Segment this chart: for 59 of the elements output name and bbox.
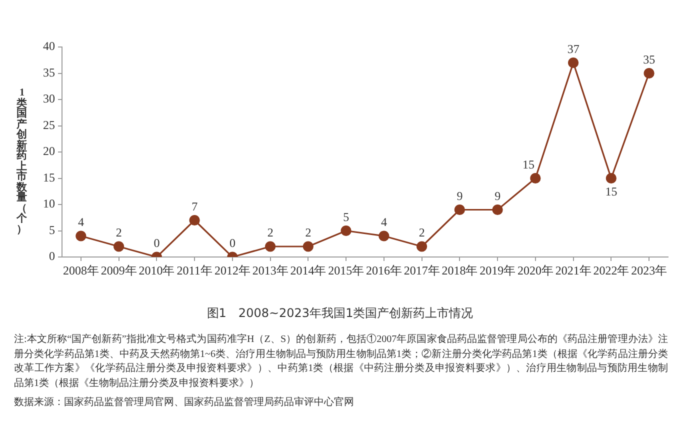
point — [416, 241, 428, 252]
point — [302, 241, 314, 252]
point — [76, 230, 86, 242]
text: 图1 2008~2023年我国1类国产创新药上市情况 — [206, 305, 474, 321]
y-tick-label: 30 — [43, 92, 55, 106]
y-tick-label: 5 — [49, 222, 55, 237]
point — [340, 225, 352, 236]
data-label: 37 — [567, 42, 580, 56]
point — [265, 241, 276, 252]
data-label: 0 — [154, 236, 160, 250]
point — [114, 241, 124, 252]
data-label: 2 — [305, 226, 312, 240]
point — [378, 230, 390, 242]
point — [568, 57, 579, 68]
data-label: 15 — [522, 157, 534, 172]
data-label: 35 — [643, 52, 656, 66]
x-tick-label: 2019年 — [480, 263, 516, 278]
x-tick-label: 2008年 — [62, 263, 99, 278]
data-label: 2 — [418, 226, 425, 240]
x-tick-label: 2023年 — [631, 263, 668, 278]
y-tick-label: 15 — [43, 170, 55, 184]
y-tick-label: 0 — [49, 249, 55, 264]
data-label: 0 — [229, 236, 236, 250]
x-tick-label: 2018年 — [442, 263, 478, 278]
data-label: 4 — [380, 215, 387, 230]
x-tick-label: 2022年 — [593, 263, 630, 278]
data-label: 7 — [192, 199, 198, 214]
point — [492, 204, 503, 216]
data-label: 2 — [116, 226, 122, 240]
x-tick-label: 2011年 — [176, 263, 212, 278]
x-tick-label: 2014年 — [290, 263, 326, 278]
source-note: 数据来源：国家药品监督管理局官网、国家药品监督管理局药品审评中心官网 — [14, 396, 355, 410]
data-label: 2 — [267, 226, 274, 240]
x-tick-label: 2021年 — [555, 263, 592, 278]
x-tick-label: 2010年 — [138, 263, 175, 278]
x-tick-label: 2015年 — [328, 263, 364, 278]
data-label: 9 — [456, 188, 463, 203]
x-tick-label: 2017年 — [404, 263, 440, 278]
x-tick-label: 2012年 — [214, 263, 250, 278]
x-tick-label: 2016年 — [366, 263, 402, 278]
data-label: 5 — [343, 210, 350, 224]
data-label: 9 — [494, 188, 501, 203]
text: 1类国产创新药上市数量（个） — [16, 88, 28, 235]
y-tick-label: 20 — [43, 144, 55, 158]
data-label: 4 — [78, 215, 84, 230]
point — [189, 214, 200, 226]
data-label: 15 — [605, 184, 618, 198]
y-tick-label: 35 — [43, 65, 55, 80]
point — [606, 172, 616, 184]
text: 注:本文所称“国产创新药”指批准文号格式为国药准字H（Z、S）的创新药，包括①2007年原国家食品药品监督管理局公布的《药品注册管理办法》注册分类化学药品第1类、中药及天然药物第1~6类、治疗用生物制品与预防用生物制品第1类；②新注册分类化学药品第1类（根据《化学药品注册分类改革工作方案》《化学药品注册分类及申报资料要求》）、中药第1类（根据《中药注册分类及申报资料要求》）、治疗用生物制品与预防用生物制品第1类（根据《生物制品注册分类及申报资料要求》） — [14, 333, 668, 390]
point — [530, 172, 541, 184]
point — [454, 204, 465, 216]
x-tick-label: 2013年 — [252, 263, 288, 278]
y-tick-label: 10 — [43, 196, 55, 211]
y-tick-label: 25 — [43, 118, 55, 132]
y-tick-label: 40 — [43, 39, 55, 54]
x-tick-label: 2020年 — [517, 263, 554, 278]
x-tick-label: 2009年 — [100, 263, 137, 278]
point — [644, 68, 654, 79]
